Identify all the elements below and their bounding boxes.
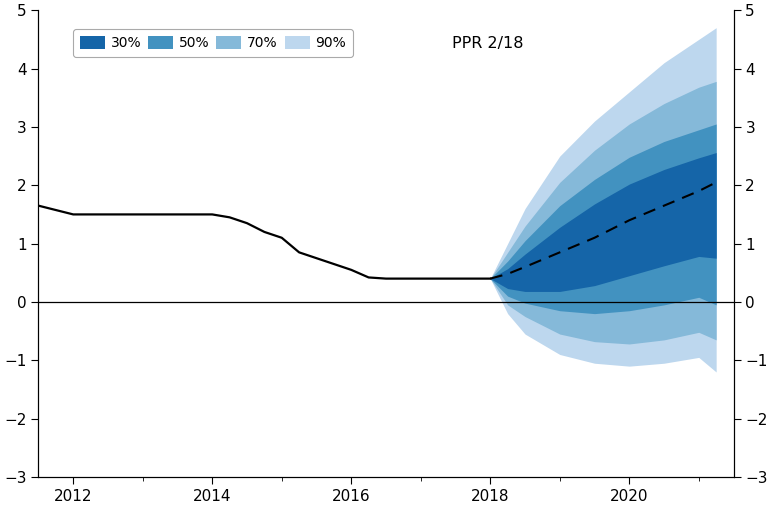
Text: PPR 2/18: PPR 2/18 xyxy=(452,36,523,51)
Legend: 30%, 50%, 70%, 90%: 30%, 50%, 70%, 90% xyxy=(73,29,353,57)
